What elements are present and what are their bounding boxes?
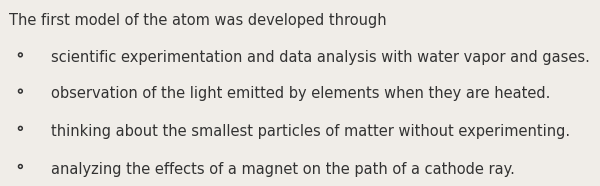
Point	[16, 127, 25, 130]
Text: scientific experimentation and data analysis with water vapor and gases.: scientific experimentation and data anal…	[51, 50, 590, 65]
Point	[16, 165, 25, 168]
Text: The first model of the atom was developed through: The first model of the atom was develope…	[9, 13, 386, 28]
Text: observation of the light emitted by elements when they are heated.: observation of the light emitted by elem…	[51, 86, 550, 102]
Text: thinking about the smallest particles of matter without experimenting.: thinking about the smallest particles of…	[51, 124, 570, 139]
Text: analyzing the effects of a magnet on the path of a cathode ray.: analyzing the effects of a magnet on the…	[51, 162, 515, 177]
Point	[16, 90, 25, 93]
Point	[16, 53, 25, 56]
